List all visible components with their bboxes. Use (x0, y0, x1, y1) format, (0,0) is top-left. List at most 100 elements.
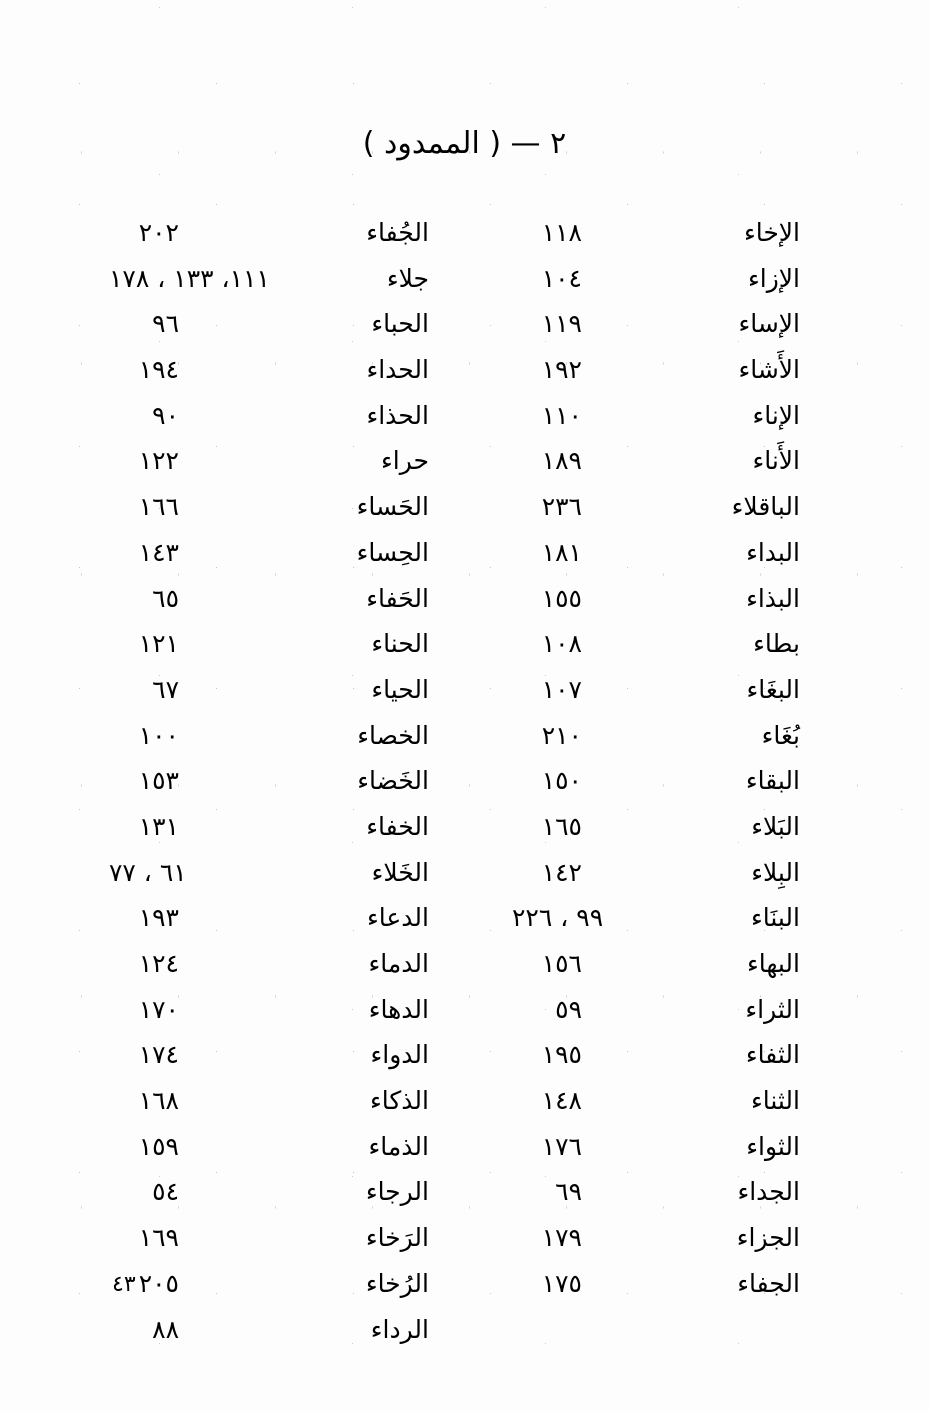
index-entry: البذاء ١٥٥ (500, 584, 800, 630)
index-entry-pages: ١٩٤ (138, 355, 179, 385)
index-entry-pages: ٦١ ، ٧٧ (109, 857, 187, 887)
index-entry-pages: ٩٦ (152, 309, 179, 339)
index-entry: الحباء ٩٦ (109, 309, 429, 355)
index-entry-term: حراء (381, 446, 429, 476)
index-entry: جلاء ١١١، ١٣٣ ، ١٧٨ (109, 264, 429, 310)
index-entry-pages: ٦٧ (152, 674, 179, 704)
index-entry: الجزاء ١٧٩ (500, 1223, 800, 1269)
index-entry-pages: ١٦٩ (138, 1223, 179, 1253)
index-entry-term: الدعاء (367, 903, 429, 933)
index-entry: الإناء ١١٠ (500, 401, 800, 447)
index-entry-term: الجفاء (737, 1268, 800, 1298)
index-entry-term: البذاء (746, 583, 800, 613)
index-entry-pages: ٩٩ ، ٢٢٦ (512, 903, 604, 933)
index-entry: الخَضاء ١٥٣ (109, 766, 429, 812)
index-entry: الحَساء ١٦٦ (109, 492, 429, 538)
index-entry-pages: ٦٥ (152, 583, 179, 613)
index-entry: الدعاء ١٩٣ (109, 903, 429, 949)
index-entry-pages: ٩٠ (152, 400, 179, 430)
index-entry-pages: ٥٤ (152, 1177, 179, 1207)
index-entry-pages: ١١١، ١٣٣ ، ١٧٨ (109, 263, 270, 293)
index-entry: الإساء ١١٩ (500, 309, 800, 355)
index-entry: الدماء ١٢٤ (109, 949, 429, 995)
index-entry-pages: ٨٨ (152, 1314, 179, 1344)
index-entry-term: الحذاء (366, 400, 429, 430)
index-entry-pages: ١٤٨ (541, 1086, 582, 1116)
index-entry-term: الدماء (368, 949, 429, 978)
index-column-right: الإخاء ١١٨ الإزاء ١٠٤ الإساء ١١٩ الأَشاء ١٩٢ الإ… (500, 218, 800, 1315)
index-entry: الحناء ١٢١ (109, 629, 429, 675)
index-entry: الحياء ٦٧ (109, 675, 429, 721)
index-entry-term: البَلاء (751, 811, 800, 841)
index-entry-term: البِلاء (751, 857, 800, 887)
index-entry: الخَلاء ٦١ ، ٧٧ (109, 858, 429, 904)
index-entry-term: الذكاء (370, 1086, 429, 1116)
index-entry: الرُخاء ٢٠٥ (109, 1269, 429, 1315)
index-entry-term: الرَخاء (365, 1223, 429, 1253)
index-entry-pages: ٢٣٦ (541, 492, 582, 522)
index-entry-pages: ١٥٠ (541, 766, 582, 796)
index-entry: البداء ١٨١ (500, 538, 800, 584)
index-entry: الجُفاء ٢٠٢ (109, 218, 429, 264)
index-entry-term: الحَفاء (366, 583, 429, 613)
index-entry-term: الدواء (370, 1040, 429, 1070)
index-entry-term: الثناء (750, 1086, 800, 1116)
index-entry-term: الأَشاء (738, 355, 800, 385)
index-entry-term: البقاء (745, 766, 800, 796)
index-entry: الأَشاء ١٩٢ (500, 355, 800, 401)
index-entry-pages: ١٠٨ (541, 629, 582, 659)
index-entry-term: الرُخاء (365, 1268, 429, 1298)
index-entry-term: الحياء (371, 674, 429, 704)
index-entry-term: البهاء (746, 949, 800, 978)
index-entry-pages: ١٢٢ (138, 446, 179, 476)
index-entry: الدهاء ١٧٠ (109, 995, 429, 1041)
index-entry: الحداء ١٩٤ (109, 355, 429, 401)
index-entry: الحذاء ٩٠ (109, 401, 429, 447)
index-entry-term: الخَلاء (371, 857, 429, 887)
index-entry-term: الدهاء (368, 994, 429, 1024)
index-entry-pages: ٢٠٢ (138, 218, 179, 247)
index-entry-term: الأَناء (752, 446, 800, 476)
index-entry-term: الثواء (746, 1131, 800, 1161)
index-entry: البَلاء ١٦٥ (500, 812, 800, 858)
index-entry-term: الباقلاء (731, 492, 800, 522)
index-entry-pages: ١٢١ (138, 629, 179, 659)
index-entry: الإخاء ١١٨ (500, 218, 800, 264)
index-entry-term: الجُفاء (366, 218, 429, 247)
index-entry-pages: ١٣١ (138, 811, 179, 841)
index-entry-pages: ٦٩ (555, 1177, 582, 1207)
index-entry: الخصاء ١٠٠ (109, 721, 429, 767)
index-entry: الباقلاء ٢٣٦ (500, 492, 800, 538)
index-entry: الإزاء ١٠٤ (500, 264, 800, 310)
index-entry: الثناء ١٤٨ (500, 1086, 800, 1132)
index-entry: البهاء ١٥٦ (500, 949, 800, 995)
index-entry-term: الذماء (368, 1131, 429, 1161)
index-entry: بطاء ١٠٨ (500, 629, 800, 675)
index-entry: البغَاء ١٠٧ (500, 675, 800, 721)
index-entry: الثواء ١٧٦ (500, 1132, 800, 1178)
index-entry-term: الجداء (737, 1177, 800, 1207)
index-entry-pages: ٥٩ (555, 994, 582, 1024)
index-entry: الذكاء ١٦٨ (109, 1086, 429, 1132)
index-entry-pages: ١٥٣ (138, 766, 179, 796)
index-entry-pages: ١٤٢ (541, 857, 582, 887)
index-entry: الجداء ٦٩ (500, 1177, 800, 1223)
index-columns: الإخاء ١١٨ الإزاء ١٠٤ الإساء ١١٩ الأَشاء ١٩٢ الإ… (0, 218, 929, 1344)
index-entry-term: الحَساء (356, 492, 429, 522)
index-entry-pages: ١٠٧ (541, 674, 582, 704)
index-entry-term: الخَضاء (357, 766, 429, 796)
index-entry-term: الرجاء (365, 1177, 429, 1207)
index-entry-pages: ١١٩ (541, 309, 582, 339)
index-entry-term: الجزاء (736, 1223, 800, 1253)
index-entry-pages: ١٠٠ (138, 720, 179, 750)
index-entry-pages: ١٧٩ (541, 1223, 582, 1253)
index-entry-term: الثفاء (745, 1040, 800, 1070)
index-entry-term: الخصاء (357, 720, 429, 750)
index-entry-pages: ١٧٦ (541, 1131, 582, 1161)
index-entry: الحَفاء ٦٥ (109, 584, 429, 630)
index-entry: الثراء ٥٩ (500, 995, 800, 1041)
page-number: ٤٣ (112, 1272, 136, 1297)
index-entry: الدواء ١٧٤ (109, 1040, 429, 1086)
index-entry-term: الرداء (370, 1314, 429, 1344)
index-entry-term: الإساء (738, 309, 800, 339)
